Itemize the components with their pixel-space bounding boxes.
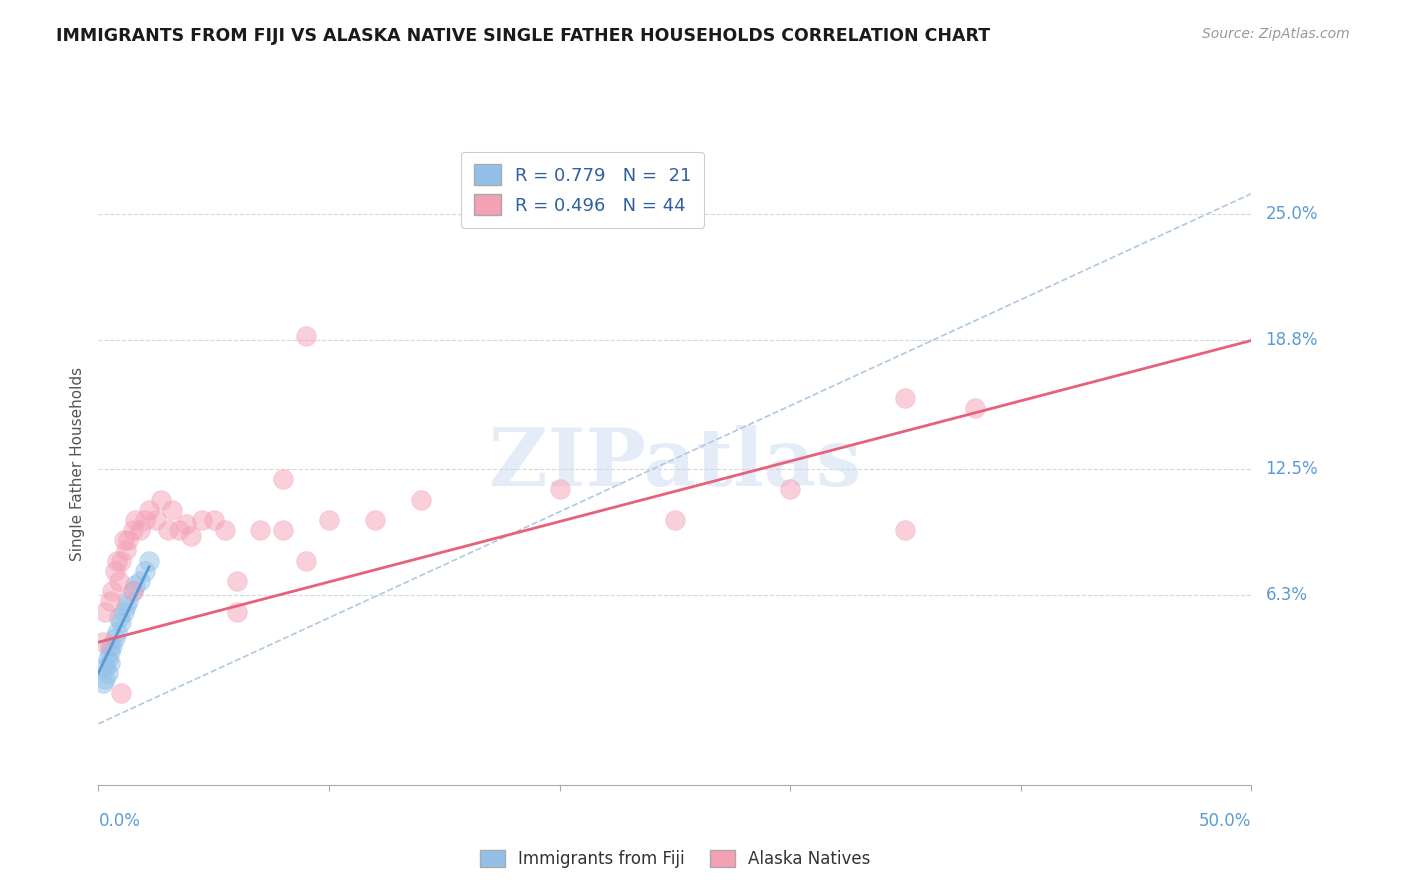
Point — [117, 594, 139, 608]
Point — [94, 659, 117, 673]
Point — [98, 594, 121, 608]
Point — [98, 656, 121, 670]
Point — [124, 513, 146, 527]
Text: 18.8%: 18.8% — [1265, 332, 1317, 350]
Point — [364, 513, 387, 527]
Point — [249, 523, 271, 537]
Point — [295, 329, 318, 343]
Point — [271, 472, 294, 486]
Text: IMMIGRANTS FROM FIJI VS ALASKA NATIVE SINGLE FATHER HOUSEHOLDS CORRELATION CHART: IMMIGRANTS FROM FIJI VS ALASKA NATIVE SI… — [56, 27, 990, 45]
Point — [138, 502, 160, 516]
Point — [110, 686, 132, 700]
Point — [894, 391, 917, 405]
Point — [167, 523, 190, 537]
Point — [94, 672, 117, 686]
Point — [98, 640, 121, 654]
Point — [145, 513, 167, 527]
Point — [894, 523, 917, 537]
Point — [94, 605, 117, 619]
Point — [202, 513, 225, 527]
Point — [122, 523, 145, 537]
Point — [105, 625, 128, 640]
Point — [180, 529, 202, 543]
Point — [101, 584, 124, 599]
Text: 50.0%: 50.0% — [1199, 812, 1251, 830]
Point — [115, 599, 138, 613]
Point — [103, 631, 125, 645]
Point — [664, 513, 686, 527]
Point — [225, 605, 247, 619]
Point — [129, 523, 152, 537]
Legend: R = 0.779   N =  21, R = 0.496   N = 44: R = 0.779 N = 21, R = 0.496 N = 44 — [461, 152, 704, 227]
Point — [101, 640, 124, 654]
Text: 0.0%: 0.0% — [98, 812, 141, 830]
Point — [122, 584, 145, 599]
Point — [110, 554, 132, 568]
Text: 12.5%: 12.5% — [1265, 460, 1317, 478]
Point — [112, 605, 135, 619]
Point — [295, 554, 318, 568]
Text: 6.3%: 6.3% — [1265, 586, 1308, 605]
Point — [156, 523, 179, 537]
Point — [110, 615, 132, 629]
Point — [97, 665, 120, 680]
Y-axis label: Single Father Households: Single Father Households — [69, 367, 84, 561]
Point — [117, 533, 139, 548]
Point — [108, 574, 131, 588]
Text: 25.0%: 25.0% — [1265, 205, 1317, 223]
Point — [411, 492, 433, 507]
Point — [138, 554, 160, 568]
Point — [160, 502, 183, 516]
Point — [191, 513, 214, 527]
Point — [134, 513, 156, 527]
Point — [105, 554, 128, 568]
Point — [91, 676, 114, 690]
Point — [134, 564, 156, 578]
Point — [97, 651, 120, 665]
Legend: Immigrants from Fiji, Alaska Natives: Immigrants from Fiji, Alaska Natives — [472, 843, 877, 875]
Point — [122, 584, 145, 599]
Point — [548, 483, 571, 497]
Point — [225, 574, 247, 588]
Point — [129, 574, 152, 588]
Point — [318, 513, 340, 527]
Point — [112, 533, 135, 548]
Point — [271, 523, 294, 537]
Point — [174, 516, 197, 531]
Point — [103, 564, 125, 578]
Text: Source: ZipAtlas.com: Source: ZipAtlas.com — [1202, 27, 1350, 41]
Point — [149, 492, 172, 507]
Point — [779, 483, 801, 497]
Text: ZIPatlas: ZIPatlas — [489, 425, 860, 503]
Point — [98, 645, 121, 659]
Point — [91, 635, 114, 649]
Point — [124, 578, 146, 592]
Point — [214, 523, 236, 537]
Point — [115, 543, 138, 558]
Point — [963, 401, 986, 415]
Point — [108, 611, 131, 625]
